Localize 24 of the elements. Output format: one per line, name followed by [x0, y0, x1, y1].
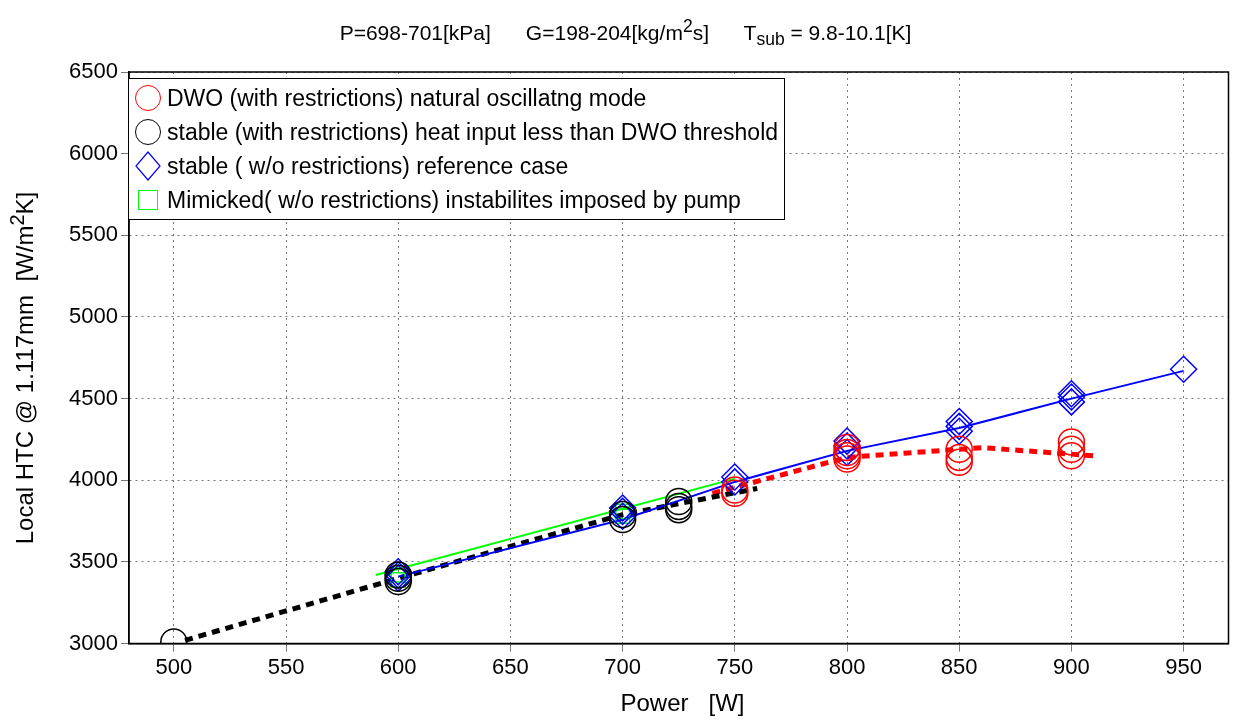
x-tick-label: 850 [940, 653, 978, 679]
x-tick-label: 900 [1053, 653, 1090, 679]
legend-label: DWO (with restrictions) natural oscillatng mode [167, 84, 647, 112]
x-tick-label: 800 [828, 653, 866, 679]
y-tick-label: 3000 [68, 629, 118, 655]
y-tick-label: 4000 [68, 466, 118, 492]
y-tick-label: 5500 [68, 221, 118, 247]
x-tick-label: 700 [604, 653, 641, 679]
legend-label: Mimicked( w/o restrictions) instabilites imposed by pump [167, 186, 741, 214]
legend-label: stable (with restrictions) heat input less than DWO threshold [167, 118, 779, 146]
x-tick-label: 600 [379, 653, 417, 679]
y-tick-label: 3500 [68, 548, 118, 574]
y-tick-label: 5000 [68, 303, 118, 329]
legend-label: stable ( w/o restrictions) reference case [167, 152, 569, 180]
x-tick-label: 550 [267, 653, 305, 679]
chart-title: P=698-701[kPa] G=198-204[kg/m$^{2}$s] T$_{sub}$ = 9.8-10.1[K] [338, 16, 913, 51]
x-axis-title: Power [W] [619, 688, 746, 718]
y-tick-label: 4500 [68, 384, 118, 410]
x-tick-label: 500 [155, 653, 193, 679]
y-tick-label: 6000 [68, 139, 118, 165]
x-tick-label: 650 [492, 653, 529, 679]
x-tick-label: 750 [716, 653, 754, 679]
y-tick-label: 6500 [68, 58, 118, 84]
x-tick-label: 950 [1165, 653, 1202, 679]
